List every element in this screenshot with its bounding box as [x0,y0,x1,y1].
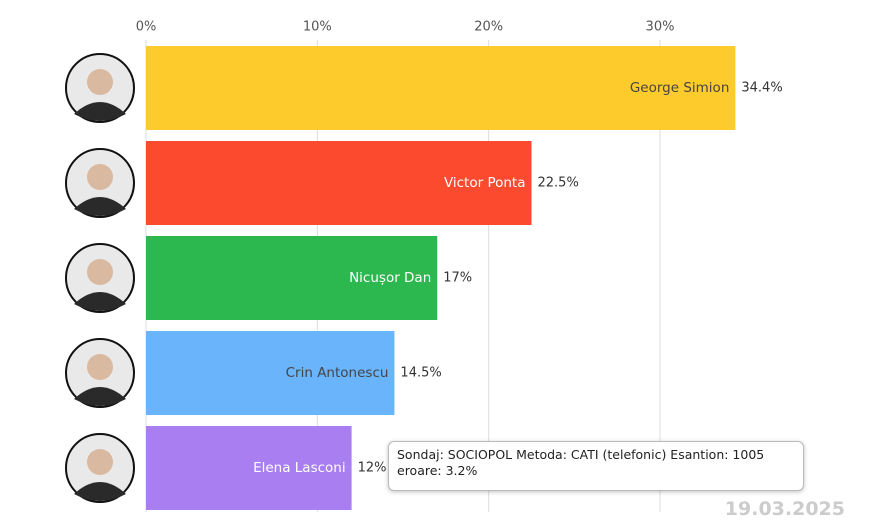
bar [146,426,352,510]
bar [146,141,532,225]
value-label: 22.5% [538,176,579,191]
bar-name: Crin Antonescu [286,365,389,381]
x-tick-label: 10% [303,20,332,35]
x-tick-label: 30% [646,20,675,35]
avatar-head [87,69,113,95]
avatar-head [87,354,113,380]
avatar-body [74,387,126,406]
bar-name: Elena Lasconi [253,460,346,476]
bar-name: Victor Ponta [444,175,526,191]
avatar-head [87,449,113,475]
x-tick-label: 0% [136,20,157,35]
avatar-body [74,102,126,121]
bar [146,46,736,130]
value-label: 12% [358,461,387,476]
x-tick-label: 20% [474,20,503,35]
avatar-body [74,292,126,311]
bar [146,236,438,320]
value-label: 17% [443,271,472,286]
value-label: 34.4% [741,81,782,96]
annotation: Sondaj: SOCIOPOL Metoda: CATI (telefonic… [388,441,804,491]
avatar-head [87,164,113,190]
bar-name: Nicușor Dan [349,270,431,286]
date: 19.03.2025 [724,498,845,520]
avatar-body [74,197,126,216]
avatar-body [74,482,126,501]
value-label: 14.5% [400,366,441,381]
avatar-head [87,259,113,285]
bar-name: George Simion [630,80,730,96]
bar [146,331,395,415]
